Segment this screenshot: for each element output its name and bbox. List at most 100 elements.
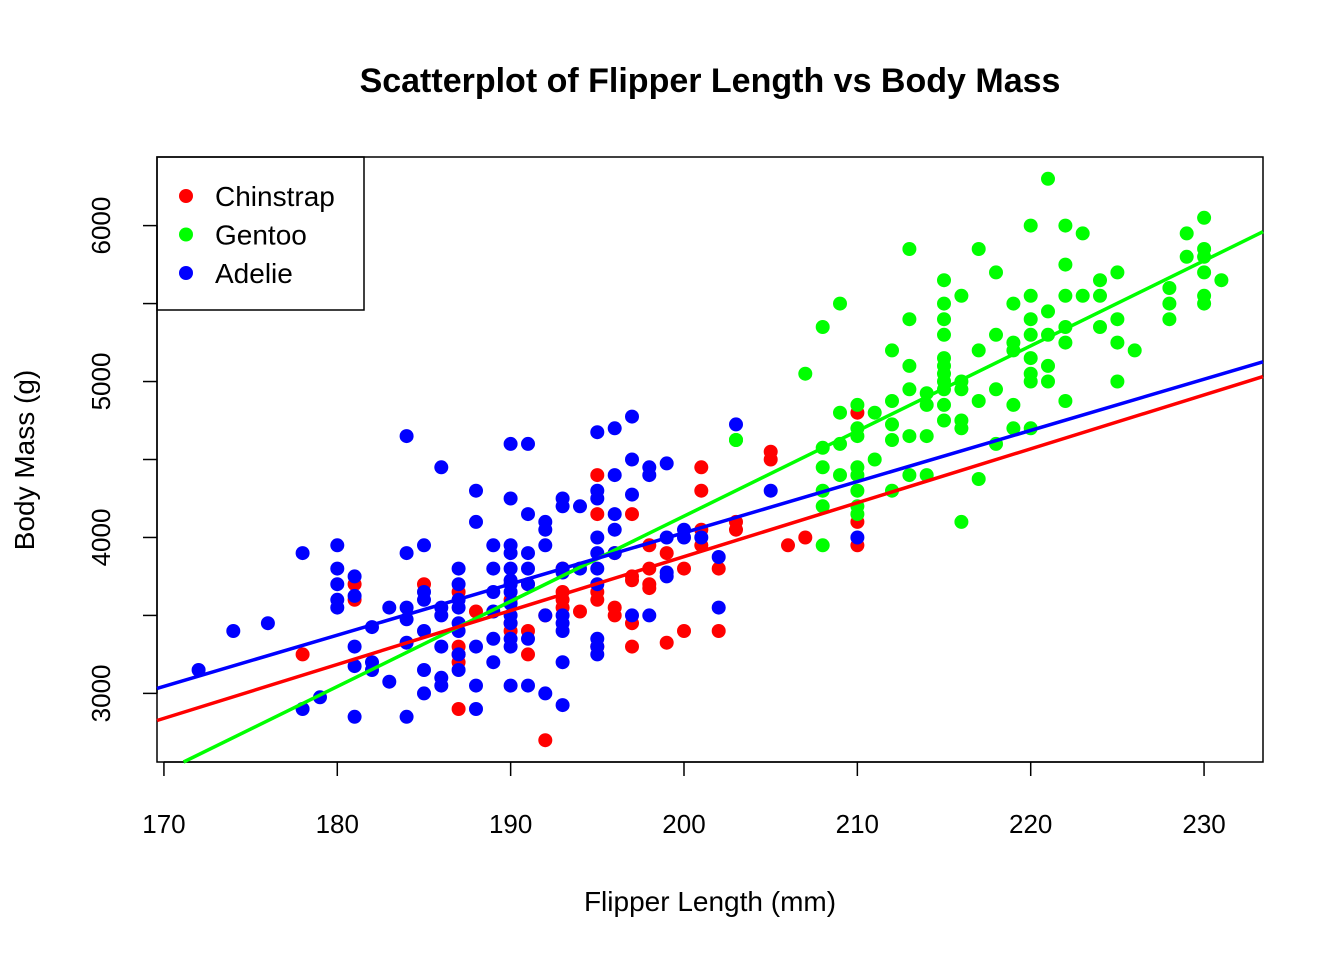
gentoo-point (1023, 351, 1038, 366)
adelie-point (399, 429, 414, 444)
adelie-point (451, 561, 466, 576)
adelie-point (503, 436, 518, 451)
chinstrap-point (590, 592, 605, 607)
adelie-point (347, 588, 362, 603)
y-tick-label: 3000 (86, 664, 116, 722)
adelie-point (469, 678, 483, 693)
gentoo-point (1058, 288, 1073, 303)
adelie-point (503, 561, 518, 576)
chinstrap-point (694, 483, 709, 498)
x-tick-label: 190 (489, 809, 532, 839)
chinstrap-point (590, 468, 605, 483)
adelie-point (659, 456, 674, 471)
adelie-point (694, 530, 709, 545)
gentoo-point (971, 343, 986, 358)
adelie-point (434, 678, 449, 693)
chinstrap-point (763, 452, 778, 467)
adelie-point (469, 483, 483, 498)
adelie-point (469, 702, 483, 716)
adelie-point (763, 483, 778, 498)
gentoo-point (937, 327, 951, 342)
gentoo-point (798, 366, 813, 381)
gentoo-point (850, 397, 865, 412)
gentoo-point (850, 483, 865, 498)
adelie-point (521, 678, 535, 693)
adelie-point (434, 460, 449, 475)
adelie-point (711, 550, 726, 564)
adelie-point (469, 514, 483, 529)
adelie-point (486, 538, 501, 553)
gentoo-point (954, 382, 969, 397)
gentoo-point (1093, 320, 1107, 334)
legend-box (156, 156, 365, 311)
gentoo-point (1197, 265, 1212, 280)
adelie-point (850, 530, 865, 545)
adelie-point (503, 616, 518, 631)
gentoo-point (902, 429, 917, 444)
gentoo-point (937, 312, 951, 327)
gentoo-point (885, 343, 899, 358)
gentoo-point (867, 452, 882, 467)
gentoo-point (885, 417, 899, 432)
adelie-point (295, 546, 310, 561)
gentoo-point (902, 382, 917, 397)
adelie-point (382, 674, 397, 689)
gentoo-point (729, 433, 743, 447)
gentoo-point (1058, 218, 1073, 233)
x-tick-label: 230 (1182, 809, 1225, 839)
adelie-point (555, 655, 570, 670)
y-axis-label: Body Mass (g) (9, 370, 40, 551)
gentoo-point (850, 507, 865, 522)
chinstrap-point (711, 561, 726, 576)
chinstrap-point (625, 639, 639, 654)
chinstrap-point (677, 624, 691, 638)
adelie-point (417, 592, 431, 607)
gentoo-point (971, 242, 986, 256)
gentoo-point (1058, 335, 1073, 350)
gentoo-point (815, 460, 830, 475)
chinstrap-legend-label: Chinstrap (215, 181, 335, 212)
chinstrap-fit-line (156, 374, 1264, 723)
adelie-point (399, 546, 414, 561)
gentoo-point (850, 468, 865, 483)
gentoo-point (1023, 312, 1038, 327)
chinstrap-point (451, 702, 466, 716)
adelie-point (538, 608, 553, 623)
data-points (191, 171, 1229, 748)
adelie-point (607, 522, 622, 537)
gentoo-point (833, 296, 847, 311)
adelie-point (417, 624, 431, 638)
adelie-point (521, 507, 535, 522)
x-axis-label: Flipper Length (mm) (584, 886, 836, 917)
gentoo-fit-line (182, 230, 1264, 764)
gentoo-point (1179, 249, 1194, 264)
adelie-point (347, 639, 362, 654)
adelie-point (607, 421, 622, 436)
gentoo-point (989, 382, 1003, 397)
chinstrap-point (642, 581, 657, 596)
adelie-point (434, 639, 449, 654)
gentoo-point (1023, 218, 1038, 233)
gentoo-point (1023, 374, 1038, 389)
adelie-point (590, 561, 605, 576)
gentoo-point (1110, 335, 1125, 350)
chinstrap-point (573, 604, 587, 619)
gentoo-legend-marker (179, 227, 193, 242)
chinstrap-point (798, 530, 813, 545)
gentoo-point (833, 405, 847, 420)
chinstrap-point (659, 635, 674, 650)
gentoo-point (989, 265, 1003, 280)
adelie-point (590, 647, 605, 662)
chinstrap-point (607, 608, 622, 623)
gentoo-point (1127, 343, 1142, 358)
gentoo-point (1093, 273, 1107, 288)
chinstrap-point (521, 647, 535, 662)
adelie-point (521, 561, 535, 576)
x-tick-label: 200 (662, 809, 705, 839)
adelie-point (330, 561, 345, 576)
gentoo-point (1110, 265, 1125, 280)
gentoo-point (1075, 226, 1090, 241)
adelie-point (590, 425, 605, 440)
y-tick-label: 5000 (86, 353, 116, 411)
